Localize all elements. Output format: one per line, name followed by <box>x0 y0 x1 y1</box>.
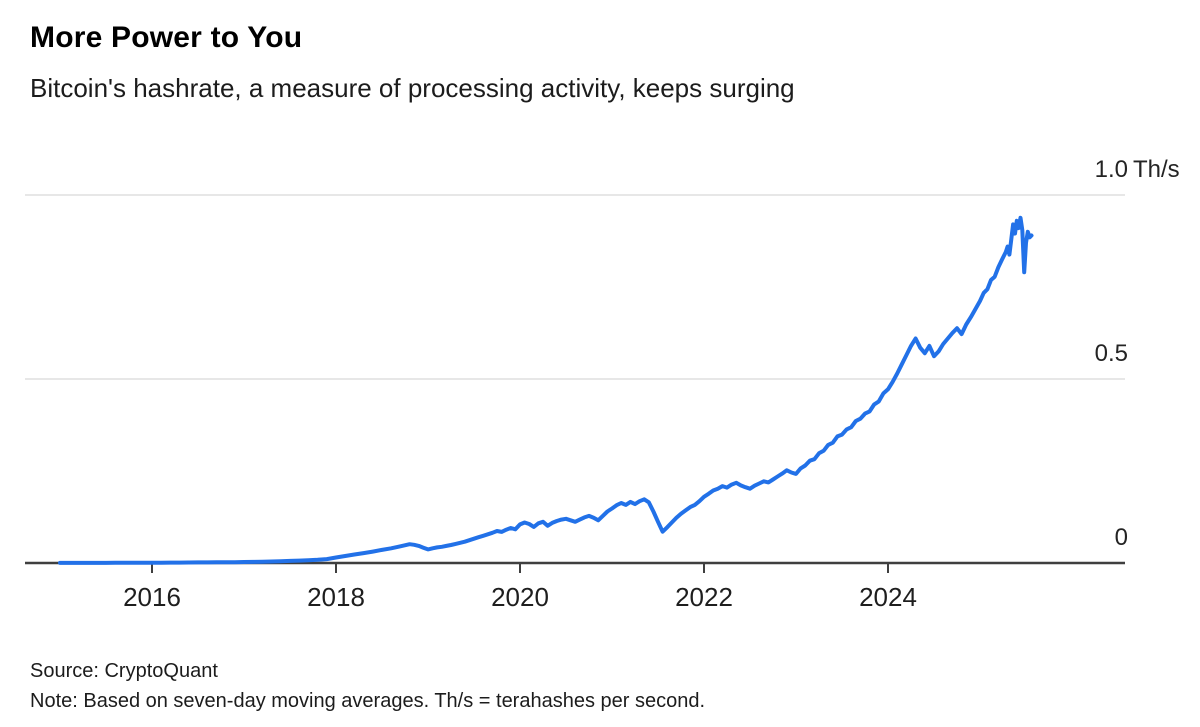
chart-title: More Power to You <box>30 21 303 54</box>
y-tick-label: 0.5 <box>1095 340 1128 368</box>
y-tick-value: 0 <box>1114 524 1128 551</box>
hashrate-chart: 1.0 Th/s 0.5 0 2016 2018 2020 2022 2024 <box>0 140 1200 640</box>
y-tick-value: 1.0 <box>1094 156 1128 183</box>
y-axis-unit-label: Th/s <box>1133 156 1180 183</box>
chart-subtitle: Bitcoin's hashrate, a measure of process… <box>30 73 795 103</box>
x-tick-label: 2022 <box>675 582 733 612</box>
source-note: Source: CryptoQuant <box>30 660 218 682</box>
chart-footer: Source: CryptoQuant Note: Based on seven… <box>30 656 705 716</box>
x-tick-label: 2018 <box>307 582 365 612</box>
x-tick-label: 2016 <box>123 582 181 612</box>
hashrate-line <box>58 215 1034 565</box>
x-tick-label: 2020 <box>491 582 549 612</box>
y-tick-label: 0 <box>1115 524 1128 552</box>
hashrate-chart-canvas <box>25 194 1125 573</box>
y-tick-label: 1.0 Th/s <box>1094 156 1180 184</box>
x-tick-label: 2024 <box>859 582 917 612</box>
y-tick-value: 0.5 <box>1094 340 1128 367</box>
methodology-note: Note: Based on seven-day moving averages… <box>30 690 706 712</box>
